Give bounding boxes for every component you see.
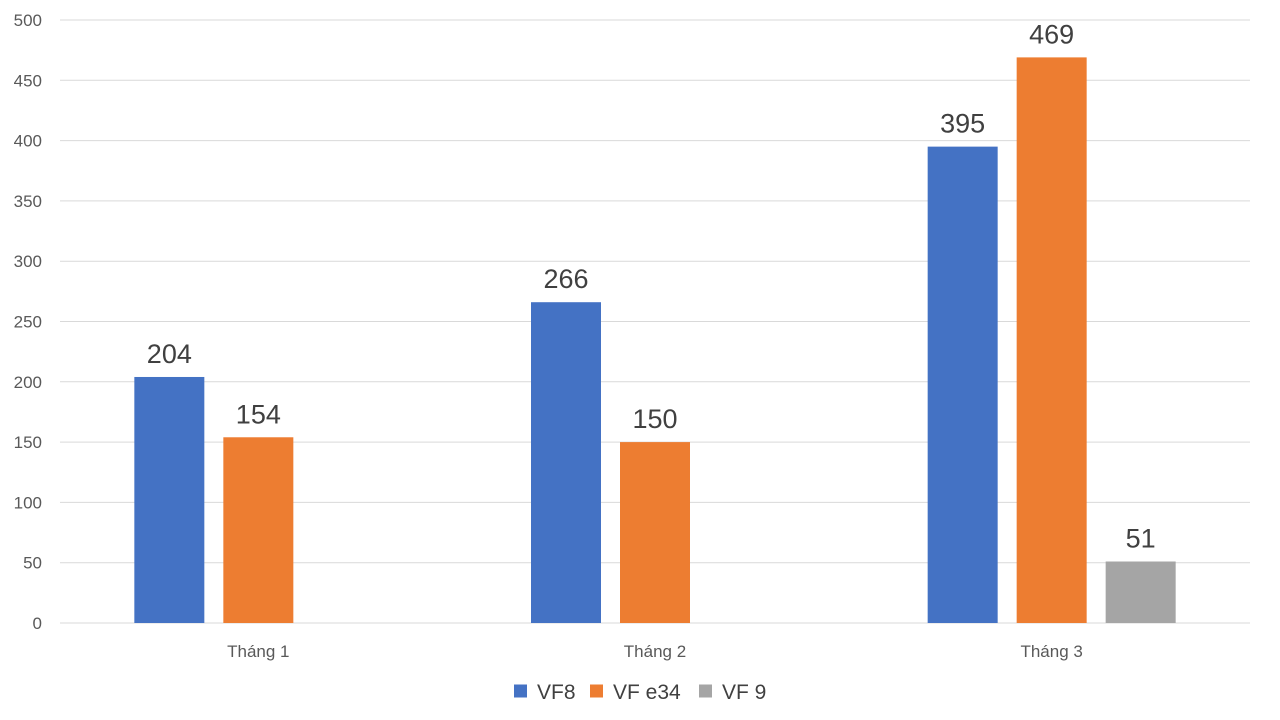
data-label: 51	[1126, 523, 1156, 553]
y-tick-label: 500	[14, 11, 42, 30]
bar	[1016, 57, 1087, 624]
y-tick-label: 0	[33, 614, 42, 633]
legend-item: VF e34	[590, 681, 681, 704]
bar	[223, 437, 294, 623]
bar	[927, 146, 998, 623]
legend-swatch	[699, 684, 712, 698]
legend-label: VF8	[537, 681, 576, 704]
data-label: 469	[1029, 19, 1074, 49]
y-tick-label: 250	[14, 313, 42, 332]
legend-item: VF 9	[699, 681, 766, 704]
bar	[134, 376, 205, 623]
legend-item: VF8	[514, 681, 576, 704]
y-tick-label: 300	[14, 252, 42, 271]
bar	[1105, 561, 1176, 623]
data-label: 395	[940, 109, 985, 139]
x-tick-label: Tháng 2	[624, 642, 686, 661]
y-tick-label: 350	[14, 192, 42, 211]
bars	[134, 57, 1176, 624]
legend-label: VF e34	[613, 681, 681, 704]
y-tick-label: 100	[14, 493, 42, 512]
bar	[531, 302, 601, 623]
data-label: 150	[632, 404, 677, 434]
y-tick-label: 150	[14, 433, 42, 452]
y-axis-ticks: 0 50 100 150 200 250 300 350 400 450 500	[14, 11, 42, 633]
x-tick-label: Tháng 3	[1020, 642, 1082, 661]
legend-swatch	[514, 684, 527, 698]
bar	[620, 442, 690, 623]
x-tick-label: Tháng 1	[227, 642, 289, 661]
data-label: 154	[236, 399, 281, 429]
data-labels: 204 154 266 150 395 469 51	[147, 19, 1156, 553]
x-axis-ticks: Tháng 1 Tháng 2 Tháng 3	[227, 642, 1083, 661]
legend: VF8 VF e34 VF 9	[514, 681, 766, 704]
y-tick-label: 400	[14, 132, 42, 151]
data-label: 266	[543, 264, 588, 294]
legend-swatch	[590, 684, 603, 698]
y-tick-label: 50	[23, 554, 42, 573]
legend-label: VF 9	[722, 681, 766, 704]
y-tick-label: 200	[14, 373, 42, 392]
y-tick-label: 450	[14, 71, 42, 90]
data-label: 204	[147, 339, 192, 369]
